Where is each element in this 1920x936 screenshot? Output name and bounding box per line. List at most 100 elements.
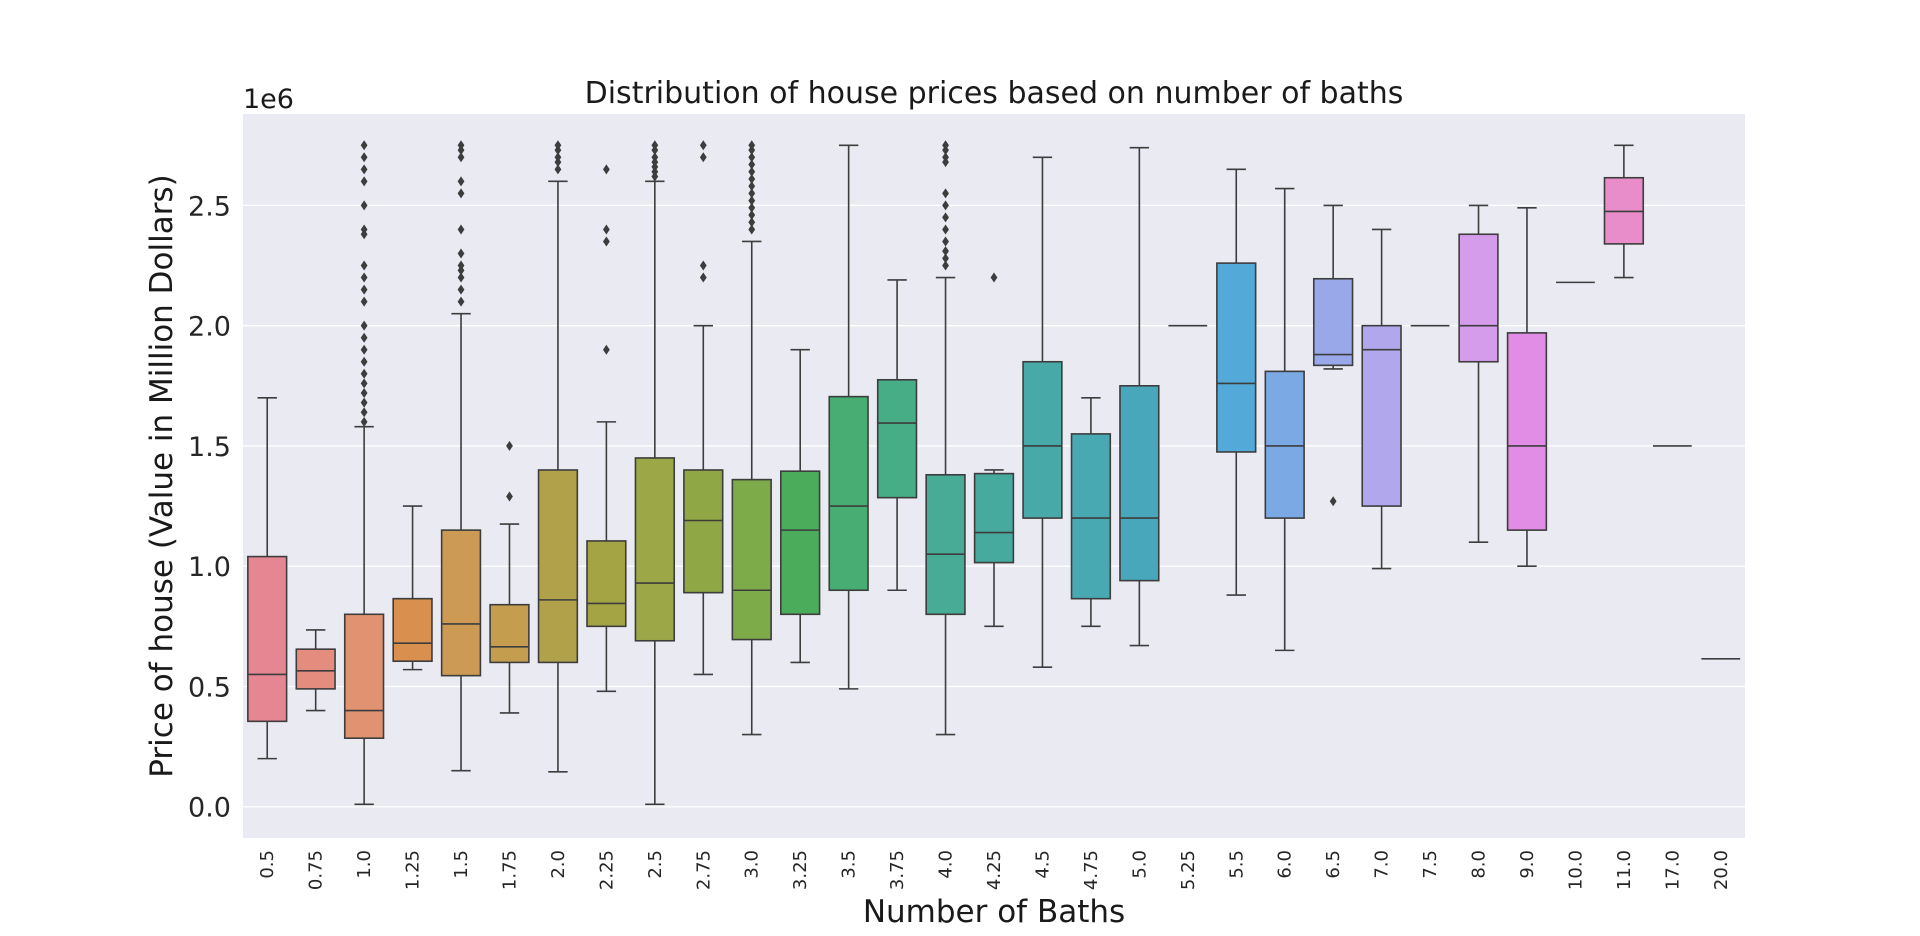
outlier-point [554, 164, 562, 175]
y-tick-label: 2.5 [188, 191, 231, 222]
box-group [683, 140, 724, 676]
outlier-point [699, 140, 707, 151]
x-tick-label: 3.75 [887, 850, 908, 890]
x-tick-label: 2.0 [548, 850, 569, 879]
x-tick-label: 3.25 [790, 850, 811, 890]
outlier-point [360, 407, 368, 418]
outlier-point [602, 344, 610, 355]
outlier-point [506, 491, 513, 502]
x-tick-label: 9.0 [1517, 850, 1538, 879]
iqr-box [1361, 324, 1402, 507]
x-tick-label: 0.5 [257, 850, 278, 879]
outlier-point [748, 224, 756, 235]
outlier-point [360, 388, 368, 399]
box-group [925, 140, 966, 736]
y-tick-label: 0.5 [188, 672, 231, 703]
iqr-box [828, 395, 869, 592]
iqr-box [1506, 332, 1548, 531]
x-tick-label: 17.0 [1662, 850, 1683, 890]
outlier-point [360, 332, 368, 343]
outlier-point [360, 296, 368, 307]
outlier-point [457, 272, 465, 283]
outlier-point [602, 164, 610, 175]
box-group [295, 629, 336, 712]
outlier-point [457, 248, 465, 259]
outlier-point [942, 140, 949, 151]
outlier-point [360, 397, 368, 408]
box-group [1264, 187, 1305, 652]
y-tick-label: 2.0 [188, 312, 231, 343]
iqr-box [343, 613, 385, 739]
box-group [1603, 144, 1645, 279]
outlier-point [360, 164, 368, 175]
iqr-box [586, 540, 627, 628]
outlier-point [942, 200, 949, 211]
outlier-point [457, 152, 465, 163]
iqr-box [634, 457, 676, 642]
outlier-point [554, 140, 562, 151]
y-offset-label: 1e6 [243, 84, 294, 115]
outlier-point [748, 140, 756, 151]
outlier-point [360, 140, 368, 151]
x-tick-label: 4.75 [1081, 850, 1102, 890]
outlier-point [602, 236, 610, 247]
outlier-point [360, 344, 368, 355]
box-group [731, 140, 772, 736]
box-group [1458, 204, 1499, 543]
outlier-point [457, 296, 465, 307]
x-tick-label: 2.5 [645, 850, 666, 879]
outlier-point [748, 195, 756, 206]
outlier-point [699, 152, 707, 163]
outlier-point [942, 260, 949, 271]
iqr-box [489, 603, 530, 664]
x-tick-label: 4.0 [936, 850, 957, 879]
outlier-point [554, 152, 562, 163]
outlier-point [651, 140, 659, 151]
outlier-point [748, 181, 756, 192]
outlier-point [748, 166, 756, 177]
outlier-point [457, 260, 465, 271]
iqr-box [295, 648, 336, 690]
box-group [780, 348, 821, 664]
outlier-point [360, 368, 368, 379]
box-group [1361, 228, 1402, 570]
iqr-box [1264, 370, 1305, 519]
outlier-point [942, 212, 949, 223]
outlier-point [457, 140, 465, 151]
outlier-point [360, 378, 368, 389]
iqr-box [1458, 233, 1499, 363]
outlier-point [748, 202, 756, 213]
box-group [1022, 156, 1063, 669]
x-axis-ticks: 0.5 0.75 1.0 1.25 1.5 1.75 2.0 2.25 2.5 2.75 3.0 3.… [257, 850, 1732, 890]
x-tick-label: 7.0 [1372, 850, 1393, 879]
x-tick-label: 20.0 [1711, 850, 1732, 890]
chart-title: Distribution of house prices based on nu… [585, 76, 1404, 111]
box-group [1312, 204, 1354, 507]
boxes [247, 140, 1741, 806]
x-tick-label: 1.5 [451, 850, 472, 879]
outlier-point [748, 210, 756, 221]
outlier-point [942, 236, 949, 247]
y-axis-ticks: 0.0 0.5 1.0 1.5 2.0 2.5 [188, 191, 231, 823]
iqr-box [1216, 262, 1257, 453]
box-group [876, 279, 918, 592]
outlier-point [942, 253, 949, 264]
iqr-box [683, 469, 724, 594]
iqr-box [1119, 385, 1160, 582]
x-tick-label: 2.25 [596, 850, 617, 890]
outlier-point [360, 224, 368, 235]
outlier-point [748, 173, 756, 184]
x-tick-label: 10.0 [1565, 850, 1586, 890]
outlier-point [360, 416, 368, 427]
x-tick-label: 3.5 [839, 850, 860, 879]
x-tick-label: 3.0 [742, 850, 763, 879]
outlier-point [651, 152, 659, 163]
box-group [489, 440, 530, 714]
iqr-box [537, 469, 579, 664]
x-tick-label: 1.25 [403, 850, 424, 890]
outlier-point [360, 152, 368, 163]
outlier-point [506, 440, 513, 451]
outlier-point [360, 200, 368, 211]
outlier-point [942, 152, 949, 163]
